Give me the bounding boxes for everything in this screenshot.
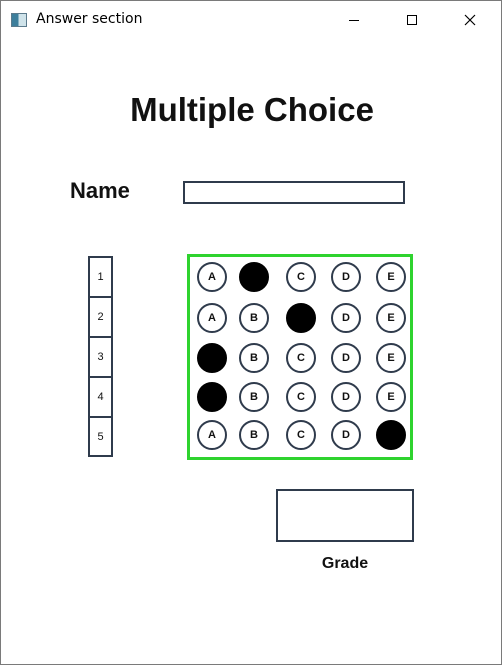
answer-bubble-q5-c[interactable]: C [286,420,316,450]
answer-bubble-q2-e[interactable]: E [376,303,406,333]
answer-bubble-q4-d[interactable]: D [331,382,361,412]
window-title: Answer section [36,11,143,27]
answer-bubble-q3-d[interactable]: D [331,343,361,373]
close-icon [464,14,476,26]
answer-bubble-q3-c[interactable]: C [286,343,316,373]
name-label: Name [70,178,130,203]
minimize-icon [349,19,359,21]
answer-bubble-q4-c[interactable]: C [286,382,316,412]
question-number: 2 [90,298,111,338]
title-bar[interactable]: Answer section [1,1,501,39]
answer-bubble-q1-c[interactable]: C [286,262,316,292]
question-number: 1 [90,258,111,298]
grade-box [276,489,414,542]
maximize-button[interactable] [389,1,435,39]
answer-bubble-q5-e[interactable]: E [376,420,406,450]
app-icon [11,13,27,27]
question-number: 4 [90,378,111,418]
question-number: 3 [90,338,111,378]
minimize-button[interactable] [331,1,377,39]
answer-bubble-q2-d[interactable]: D [331,303,361,333]
answer-bubble-q4-e[interactable]: E [376,382,406,412]
answer-bubble-q1-a[interactable]: A [197,262,227,292]
answer-bubble-q2-a[interactable]: A [197,303,227,333]
answer-bubble-q5-a[interactable]: A [197,420,227,450]
close-button[interactable] [447,1,493,39]
grade-label: Grade [321,555,369,572]
answer-bubble-q5-b[interactable]: B [239,420,269,450]
page-title: Multiple Choice [130,91,374,128]
answer-bubble-q2-b[interactable]: B [239,303,269,333]
answer-bubble-q2-c[interactable]: C [286,303,316,333]
answer-bubble-q5-d[interactable]: D [331,420,361,450]
answer-bubble-q1-b[interactable]: B [239,262,269,292]
answer-bubble-q1-e[interactable]: E [376,262,406,292]
answer-bubble-q4-a[interactable]: A [197,382,227,412]
answer-bubble-q3-a[interactable]: A [197,343,227,373]
answer-bubble-q4-b[interactable]: B [239,382,269,412]
answer-bubble-q1-d[interactable]: D [331,262,361,292]
answer-grid: ABCDEABCDEABCDEABCDEABCDE [187,254,413,460]
question-number: 5 [97,430,104,443]
name-input[interactable] [183,181,405,204]
maximize-icon [407,15,417,25]
answer-bubble-q3-b[interactable]: B [239,343,269,373]
answer-bubble-q3-e[interactable]: E [376,343,406,373]
